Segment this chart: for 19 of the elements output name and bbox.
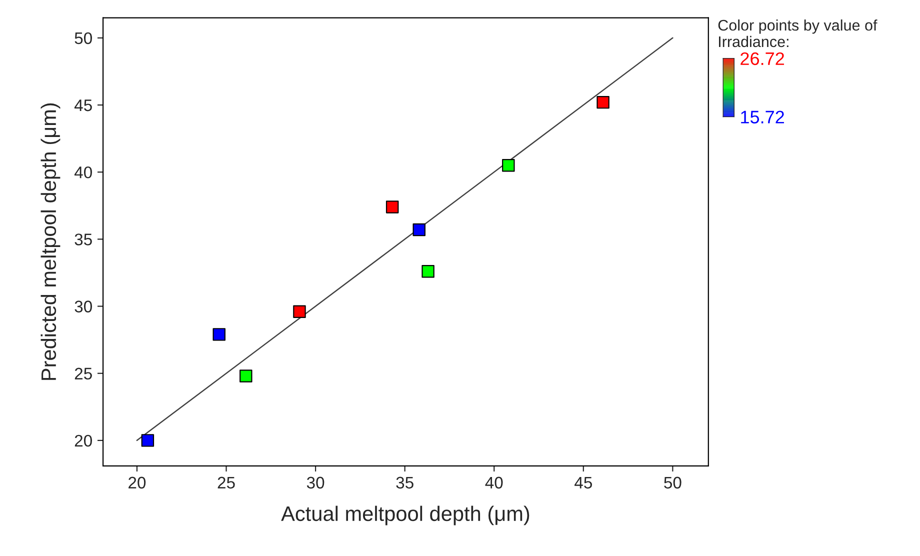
y-tick-label: 30 <box>74 300 92 312</box>
color-bar-label: 15.72 <box>741 110 784 124</box>
color-bar-title: Color points by value of Irradiance: <box>718 19 878 48</box>
x-tick-label: 40 <box>485 476 503 489</box>
x-tick-label: 45 <box>574 476 592 489</box>
y-tick-label: 20 <box>74 434 92 447</box>
y-tick-label: 25 <box>74 368 92 380</box>
x-tick-label: 25 <box>218 476 235 489</box>
y-tick-label: 50 <box>74 32 92 44</box>
x-tick-label: 20 <box>128 476 146 489</box>
x-axis-title: Actual meltpool depth (μm) <box>281 506 530 526</box>
x-tick-label: 50 <box>664 476 682 489</box>
y-tick-label: 40 <box>74 166 92 178</box>
x-tick-label: 30 <box>306 476 324 489</box>
y-tick-label: 45 <box>74 100 92 112</box>
color-bar-label: 26.72 <box>740 52 784 66</box>
y-tick-label: 35 <box>74 234 92 246</box>
x-tick-label: 35 <box>396 476 414 489</box>
y-axis-title: Predicted meltpool depth (μm) <box>40 103 60 380</box>
